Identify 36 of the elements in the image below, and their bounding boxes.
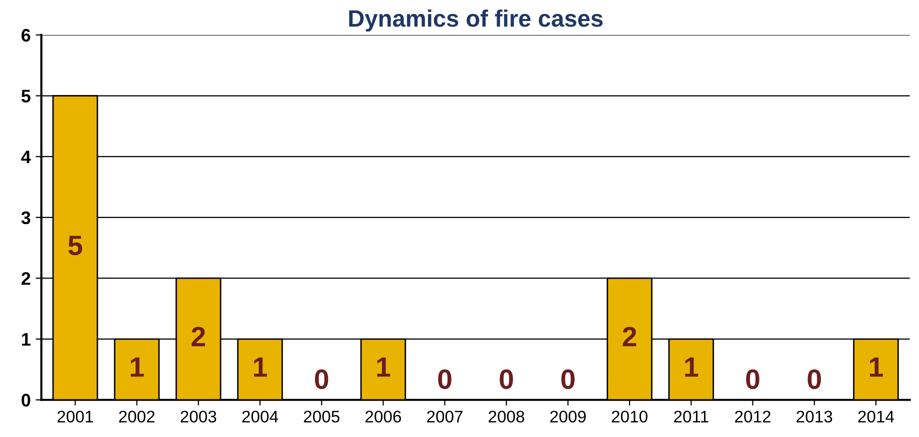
x-tick-label: 2006: [365, 410, 401, 423]
x-tick-label: 2008: [488, 410, 524, 423]
chart-title: Dynamics of fire cases: [349, 10, 603, 32]
data-label: 0: [314, 369, 328, 390]
x-tick-label: 2010: [612, 410, 648, 423]
data-label: 0: [500, 369, 513, 390]
data-label: 1: [870, 358, 883, 377]
data-label: 2: [622, 326, 636, 346]
data-label: 5: [68, 236, 82, 256]
y-tick-label: 1: [22, 333, 30, 346]
x-tick-label: 2004: [242, 410, 278, 423]
data-label: 1: [254, 358, 267, 377]
y-tick-label: 0: [22, 394, 30, 407]
y-tick-label: 3: [21, 211, 30, 224]
x-tick-label: 2007: [427, 410, 462, 423]
data-label: 2: [192, 326, 206, 346]
data-label: 0: [561, 369, 575, 390]
x-tick-label: 2001: [58, 410, 93, 423]
data-label: 0: [438, 369, 452, 390]
data-label: 1: [685, 358, 698, 377]
x-tick-label: 2002: [119, 410, 155, 423]
x-tick-label: 2014: [858, 410, 894, 423]
y-tick-label: 5: [21, 90, 30, 102]
x-tick-label: 2005: [304, 410, 340, 423]
y-tick-label: 6: [22, 28, 30, 42]
data-label: 0: [746, 369, 760, 390]
x-tick-label: 2003: [180, 410, 216, 423]
x-tick-label: 2011: [674, 410, 708, 423]
data-label: 1: [130, 358, 144, 377]
data-label: 0: [808, 369, 821, 390]
x-tick-label: 2009: [550, 410, 586, 423]
y-tick-label: 2: [22, 272, 30, 285]
x-tick-label: 2013: [796, 410, 832, 423]
x-tick-label: 2012: [735, 410, 770, 423]
y-tick-label: 4: [21, 150, 31, 164]
data-label: 1: [377, 358, 390, 377]
